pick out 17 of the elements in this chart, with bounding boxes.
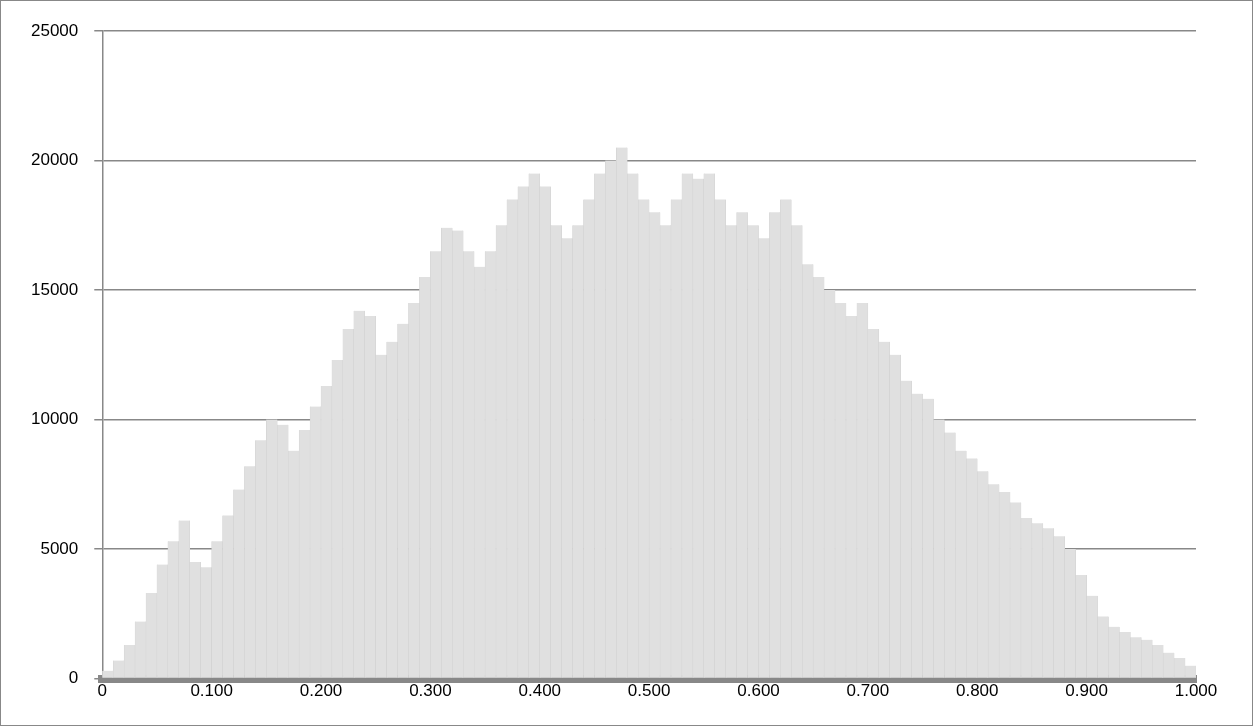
x-tick-label: 0.100 [190, 681, 233, 701]
x-tick-label: 0.900 [1065, 681, 1108, 701]
x-tick-label: 0 [97, 681, 108, 701]
y-tick-label: 20000 [30, 150, 79, 170]
y-tick-label: 25000 [30, 20, 79, 40]
x-tick-label: 0.300 [409, 681, 452, 701]
y-tick-label: 15000 [30, 279, 79, 299]
x-tick-label: 0.500 [627, 681, 671, 701]
x-tick-label: 0.400 [518, 681, 562, 701]
y-tick-label: 10000 [30, 409, 79, 429]
x-tick-label: 0.700 [846, 681, 890, 701]
x-tick-label: 0.800 [955, 681, 999, 701]
x-tick-label: 0.200 [299, 681, 343, 701]
y-tick-label: 0 [68, 668, 79, 688]
x-tick-label: 0.600 [737, 681, 780, 701]
y-tick-label: 5000 [40, 538, 79, 558]
x-tick-label: 1.000 [1174, 681, 1218, 701]
